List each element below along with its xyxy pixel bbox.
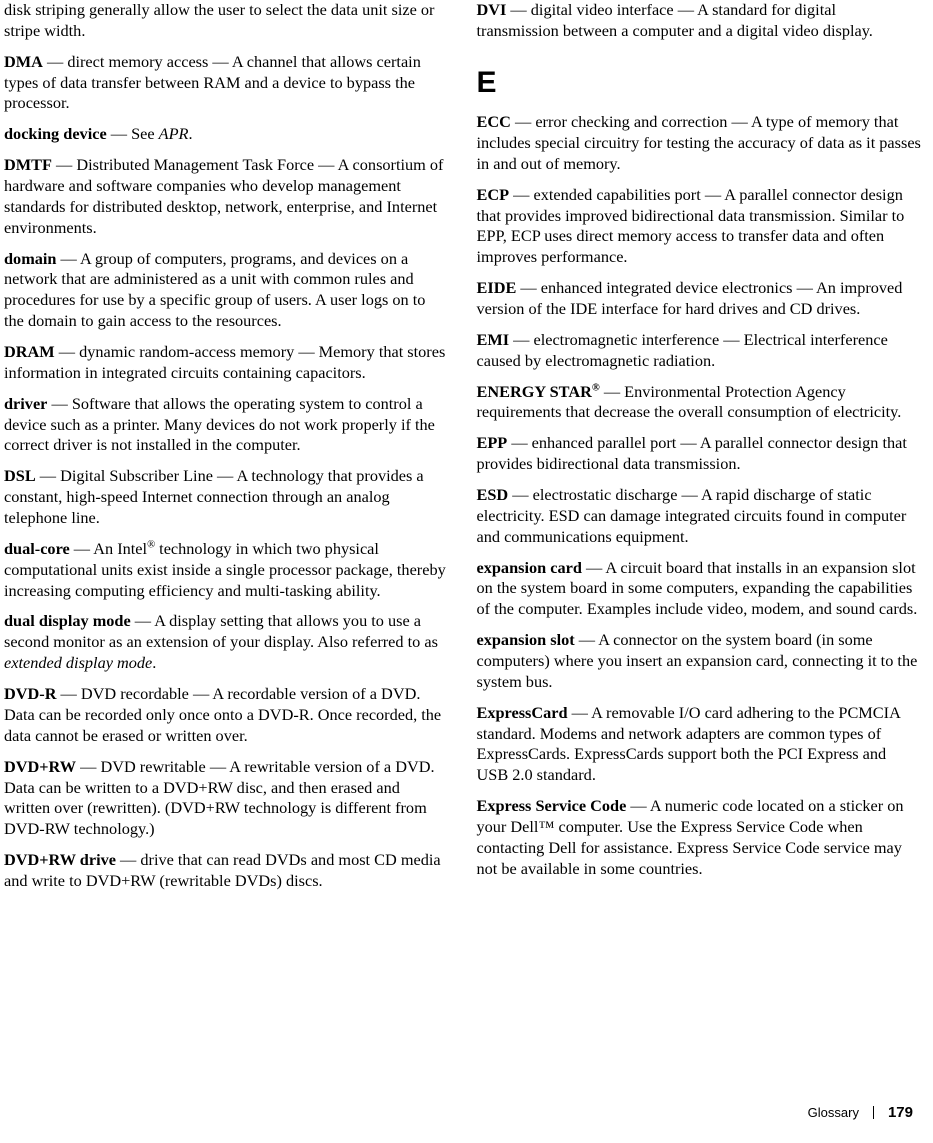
page-footer: Glossary 179: [808, 1104, 913, 1121]
section-heading-e: E: [477, 64, 922, 102]
italic: APR: [159, 124, 189, 143]
term: ESD: [477, 485, 509, 504]
sup: ®: [147, 539, 155, 550]
footer-divider: [873, 1106, 874, 1119]
entry-docking-device: docking device — See APR.: [4, 124, 449, 145]
entry-expansion-slot: expansion slot — A connector on the syst…: [477, 630, 922, 693]
entry-express-service-code: Express Service Code — A numeric code lo…: [477, 796, 922, 879]
term: ECP: [477, 185, 510, 204]
term: dual-core: [4, 539, 70, 558]
term: dual display mode: [4, 611, 131, 630]
entry-dma: DMA — direct memory access — A channel t…: [4, 52, 449, 115]
term: EPP: [477, 433, 508, 452]
entry-expansion-card: expansion card — A circuit board that in…: [477, 558, 922, 621]
text: — direct memory access — A channel that …: [4, 52, 421, 113]
text: — Digital Subscriber Line — A technology…: [4, 466, 424, 527]
text1: — An Intel: [70, 539, 147, 558]
term: EIDE: [477, 278, 517, 297]
term: DVI: [477, 0, 507, 19]
term: EMI: [477, 330, 510, 349]
entry-domain: domain — A group of computers, programs,…: [4, 249, 449, 332]
entry-dram: DRAM — dynamic random-access memory — Me…: [4, 342, 449, 384]
term: expansion card: [477, 558, 582, 577]
term: DVD-R: [4, 684, 56, 703]
term: Express Service Code: [477, 796, 627, 815]
term: DMA: [4, 52, 43, 71]
right-column: DVI — digital video interface — A standa…: [477, 0, 922, 902]
entry-dmtf: DMTF — Distributed Management Task Force…: [4, 155, 449, 238]
text: — error checking and correction — A type…: [477, 112, 921, 173]
entry-dsl: DSL — Digital Subscriber Line — A techno…: [4, 466, 449, 529]
page-content: disk striping generally allow the user t…: [0, 0, 933, 902]
entry-dvd-rw: DVD+RW — DVD rewritable — A rewritable v…: [4, 757, 449, 840]
term: docking device: [4, 124, 107, 143]
term: DVD+RW: [4, 757, 76, 776]
sup: ®: [592, 382, 600, 393]
entry-dvd-r: DVD-R — DVD recordable — A recordable ve…: [4, 684, 449, 747]
text: disk striping generally allow the user t…: [4, 0, 434, 40]
entry-disk-striping: disk striping generally allow the user t…: [4, 0, 449, 42]
page-number: 179: [888, 1104, 913, 1121]
after: .: [152, 653, 156, 672]
entry-dual-core: dual-core — An Intel® technology in whic…: [4, 539, 449, 602]
term: ECC: [477, 112, 511, 131]
entry-energy-star: ENERGY STAR® — Environmental Protection …: [477, 382, 922, 424]
text: — electrostatic discharge — A rapid disc…: [477, 485, 907, 546]
text: — dynamic random-access memory — Memory …: [4, 342, 445, 382]
entry-emi: EMI — electromagnetic interference — Ele…: [477, 330, 922, 372]
entry-ecp: ECP — extended capabilities port — A par…: [477, 185, 922, 268]
text: — Distributed Management Task Force — A …: [4, 155, 443, 237]
term: DVD+RW drive: [4, 850, 116, 869]
entry-esd: ESD — electrostatic discharge — A rapid …: [477, 485, 922, 548]
term: expansion slot: [477, 630, 575, 649]
entry-expresscard: ExpressCard — A removable I/O card adher…: [477, 703, 922, 786]
left-column: disk striping generally allow the user t…: [4, 0, 449, 902]
entry-ecc: ECC — error checking and correction — A …: [477, 112, 922, 175]
entry-dual-display: dual display mode — A display setting th…: [4, 611, 449, 674]
text: — extended capabilities port — A paralle…: [477, 185, 905, 267]
term: ExpressCard: [477, 703, 568, 722]
italic: extended display mode: [4, 653, 152, 672]
entry-driver: driver — Software that allows the operat…: [4, 394, 449, 457]
term: ENERGY STAR: [477, 382, 592, 401]
term: DRAM: [4, 342, 55, 361]
after: .: [189, 124, 193, 143]
entry-eide: EIDE — enhanced integrated device electr…: [477, 278, 922, 320]
text: — digital video interface — A standard f…: [477, 0, 873, 40]
term: driver: [4, 394, 47, 413]
text: — See: [107, 124, 159, 143]
entry-dvd-rw-drive: DVD+RW drive — drive that can read DVDs …: [4, 850, 449, 892]
entry-dvi: DVI — digital video interface — A standa…: [477, 0, 922, 42]
term: DSL: [4, 466, 36, 485]
term: DMTF: [4, 155, 52, 174]
text: — enhanced integrated device electronics…: [477, 278, 903, 318]
text: — electromagnetic interference — Electri…: [477, 330, 888, 370]
text: — Software that allows the operating sys…: [4, 394, 435, 455]
entry-epp: EPP — enhanced parallel port — A paralle…: [477, 433, 922, 475]
footer-label: Glossary: [808, 1105, 859, 1120]
text: — A group of computers, programs, and de…: [4, 249, 425, 331]
text: — DVD recordable — A recordable version …: [4, 684, 441, 745]
term: domain: [4, 249, 56, 268]
text: — enhanced parallel port — A parallel co…: [477, 433, 907, 473]
